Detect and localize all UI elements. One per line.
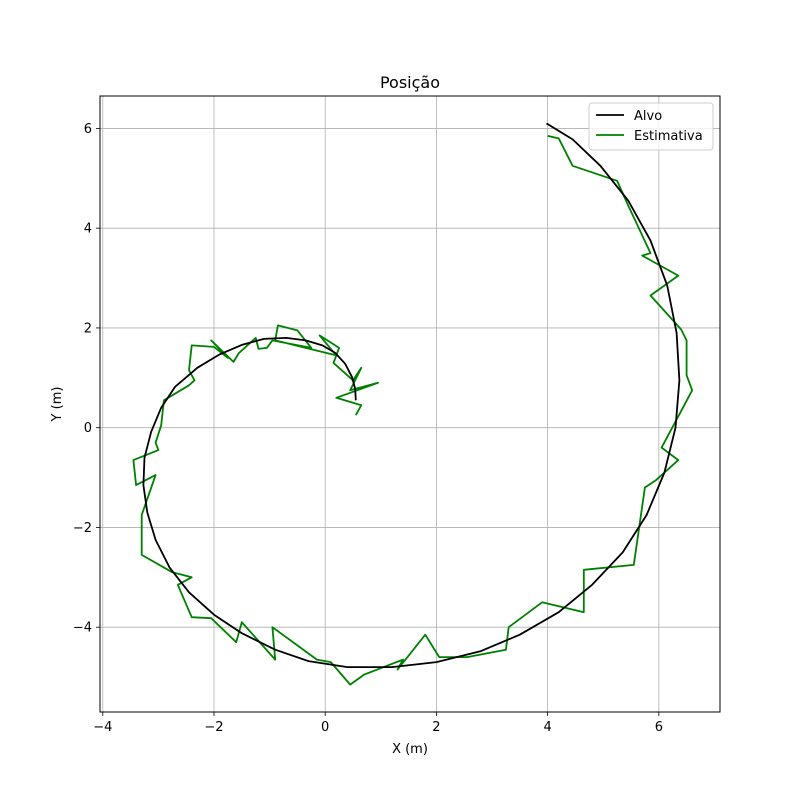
y-axis-label: Y (m) <box>50 387 65 423</box>
x-tick-label: 6 <box>655 720 663 735</box>
chart-title: Posição <box>380 73 440 92</box>
y-axis-ticks: −4 −2 0 2 4 6 <box>73 122 100 636</box>
x-tick-label: 2 <box>432 720 440 735</box>
x-tick-label: −4 <box>93 720 112 735</box>
x-tick-label: −2 <box>204 720 223 735</box>
y-tick-label: −2 <box>73 521 92 536</box>
x-axis-label: X (m) <box>392 742 428 757</box>
y-tick-label: 0 <box>84 421 92 436</box>
y-tick-label: −4 <box>73 621 92 636</box>
x-tick-label: 0 <box>321 720 329 735</box>
y-tick-label: 4 <box>84 222 92 237</box>
y-tick-label: 6 <box>84 122 92 137</box>
plot-frame <box>99 95 721 713</box>
y-tick-label: 2 <box>84 321 92 336</box>
x-axis-ticks: −4 −2 0 2 4 6 <box>93 712 663 735</box>
legend: Alvo Estimativa <box>588 102 714 151</box>
series-line-alvo <box>142 122 681 668</box>
legend-label-estimativa: Estimativa <box>634 129 703 144</box>
series-layer <box>132 122 694 686</box>
grid <box>100 96 720 712</box>
series-line-estimativa <box>132 135 694 686</box>
x-tick-label: 4 <box>543 720 551 735</box>
legend-label-alvo: Alvo <box>634 109 662 124</box>
